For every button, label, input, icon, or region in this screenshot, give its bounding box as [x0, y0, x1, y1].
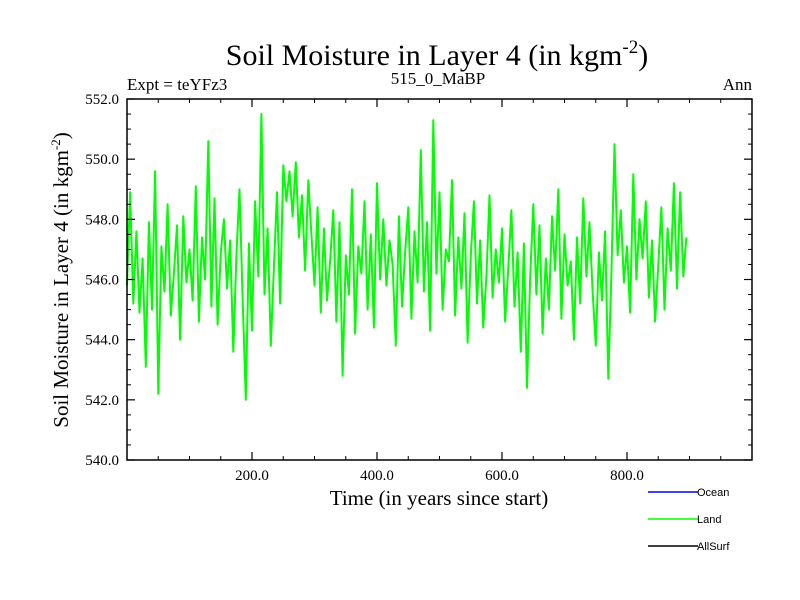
x-tick-label: 400.0 [360, 468, 394, 484]
legend: Ocean Land AllSurf [648, 487, 730, 553]
x-tick-label: 800.0 [610, 468, 644, 484]
subtitle-left: Expt = teYFz3 [127, 75, 227, 94]
legend-label-land: Land [697, 514, 721, 526]
x-tick-label: 200.0 [235, 468, 269, 484]
y-axis-label-sup: -2 [48, 139, 63, 150]
y-tick-label: 542.0 [85, 393, 119, 409]
chart-title: Soil Moisture in Layer 4 (in kgm-2) [226, 37, 648, 72]
y-tick-label: 548.0 [85, 212, 119, 228]
series-layer [126, 113, 688, 401]
tick-layer: 540.0 542.0 544.0 546.0 548.0 550.0 552.0 200.0… [85, 92, 752, 484]
y-tick-label: 540.0 [85, 453, 119, 469]
y-tick-label: 544.0 [85, 333, 119, 349]
subtitle-center: 515_0_MaBP [391, 69, 485, 88]
series-line-land [126, 113, 688, 401]
x-tick-label: 600.0 [485, 468, 519, 484]
subtitle-right: Ann [723, 75, 753, 94]
chart-title-sup: -2 [622, 37, 638, 58]
legend-label-ocean: Ocean [697, 487, 729, 499]
y-tick-label: 546.0 [85, 273, 119, 289]
legend-label-allsurf: AllSurf [697, 541, 730, 553]
plot-area: 540.0 542.0 544.0 546.0 548.0 550.0 552.0 200.0… [85, 92, 753, 484]
y-tick-label: 550.0 [85, 152, 119, 168]
y-axis-label: Soil Moisture in Layer 4 (in kgm-2) [48, 132, 73, 427]
y-tick-label: 552.0 [85, 92, 119, 108]
x-axis-label: Time (in years since start) [330, 486, 549, 510]
